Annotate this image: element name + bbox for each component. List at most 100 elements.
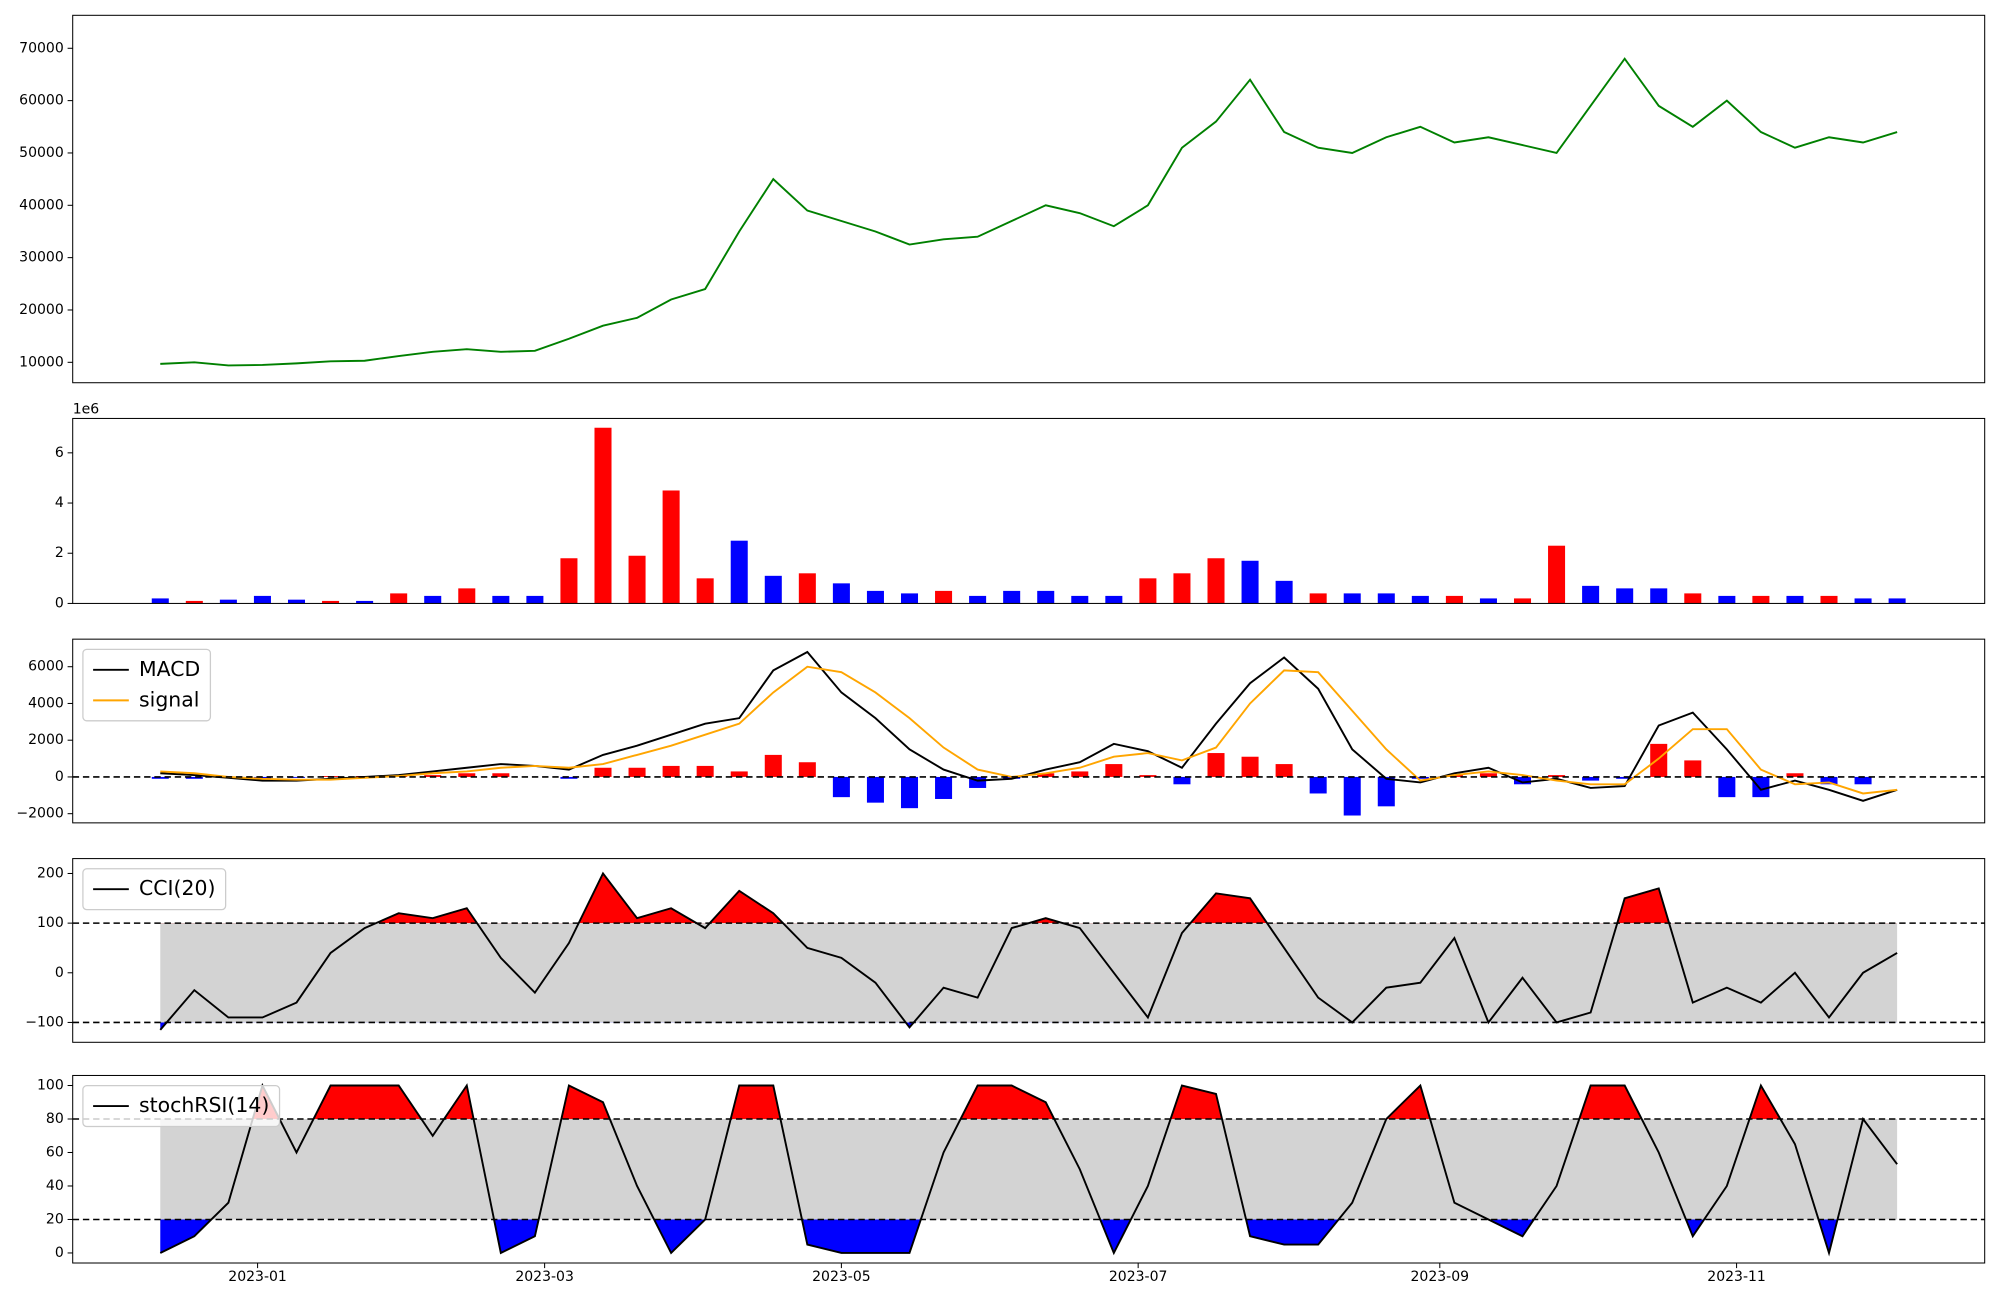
- y-tick-label: 60: [46, 1144, 64, 1160]
- volume-bar: [356, 600, 374, 604]
- histogram-bar: [696, 765, 714, 777]
- histogram-bar: [594, 767, 612, 777]
- histogram-bar: [492, 773, 510, 777]
- volume-bar: [1105, 595, 1123, 604]
- volume-bar: [390, 593, 408, 604]
- volume-bar: [798, 573, 816, 604]
- histogram-bar: [764, 754, 782, 777]
- axes-frame: [72, 638, 1986, 824]
- volume-bar: [1820, 595, 1838, 604]
- histogram-bar: [1309, 776, 1327, 794]
- histogram-bar: [151, 776, 169, 779]
- histogram-bar: [1207, 753, 1225, 777]
- histogram-bar: [1479, 773, 1497, 777]
- y-tick-label: 80: [46, 1111, 64, 1127]
- x-tick-label: 2023-01: [228, 1269, 287, 1285]
- y-tick-label: 4000: [28, 695, 64, 711]
- histogram-bar: [832, 776, 850, 798]
- histogram-bar: [1854, 776, 1872, 785]
- y-tick-label: 0: [55, 595, 64, 611]
- y-tick-label: 40000: [19, 197, 64, 213]
- axes-frame: [72, 1074, 1986, 1264]
- volume-bar: [730, 540, 748, 604]
- volume-bar: [560, 558, 578, 604]
- volume-bar: [458, 588, 476, 604]
- y-tick-label: 100: [37, 1078, 64, 1094]
- volume-bar: [1548, 545, 1566, 604]
- volume-bar: [1582, 585, 1600, 604]
- histogram-bar: [1752, 776, 1770, 798]
- x-tick-label: 2023-11: [1707, 1269, 1766, 1285]
- volume-bar: [1173, 573, 1191, 604]
- volume-bar: [219, 599, 237, 604]
- series-line: [160, 57, 1898, 367]
- histogram-bar: [1173, 776, 1191, 785]
- histogram-bar: [1105, 764, 1123, 777]
- volume-bar: [1684, 593, 1702, 604]
- volume-bar: [1888, 598, 1906, 604]
- y-tick-label: −100: [25, 1014, 63, 1030]
- volume-bar: [1718, 595, 1736, 604]
- y-tick-label: 60000: [19, 93, 64, 109]
- histogram-bar: [935, 776, 953, 799]
- volume-bar: [1479, 598, 1497, 604]
- y-tick-label: 2: [55, 545, 64, 561]
- volume-bar: [1854, 598, 1872, 604]
- histogram-bar: [287, 776, 306, 778]
- upper-fill: [160, 1085, 1898, 1120]
- histogram-bar: [866, 776, 884, 803]
- volume-bar: [1650, 588, 1668, 604]
- y-tick-label: 40: [46, 1178, 64, 1194]
- x-tick-label: 2023-07: [1109, 1269, 1168, 1285]
- lower-fill: [160, 1219, 1898, 1253]
- volume-bar: [1786, 595, 1804, 604]
- volume-bar: [185, 600, 203, 604]
- panel: −100 0 100 200: [25, 858, 1986, 1043]
- histogram-bar: [1718, 776, 1736, 798]
- histogram-bar: [424, 775, 442, 777]
- x-tick-label: 2023-09: [1411, 1269, 1470, 1285]
- y-tick-label: −2000: [16, 806, 63, 822]
- panel: −2000 0 2000 4000 6000: [16, 638, 1986, 824]
- histogram-bar: [1548, 775, 1566, 777]
- y-tick-label: 200: [37, 865, 64, 881]
- x-tick-label: 2023-05: [812, 1269, 871, 1285]
- histogram-bar: [458, 773, 476, 777]
- volume-bar: [628, 555, 646, 604]
- histogram-bar: [1343, 776, 1361, 816]
- volume-bar: [1207, 558, 1225, 604]
- volume-bar: [900, 593, 919, 604]
- legend-label: signal: [139, 687, 199, 711]
- volume-bar: [1071, 595, 1089, 604]
- volume-bar: [1445, 595, 1463, 604]
- legend: stochRSI(14): [82, 1085, 281, 1128]
- histogram-bar: [1786, 773, 1804, 777]
- histogram-bar: [1582, 776, 1600, 781]
- volume-bar: [935, 590, 953, 604]
- volume-bar: [832, 583, 850, 604]
- histogram-bar: [900, 776, 919, 809]
- volume-bar: [1309, 593, 1327, 604]
- legend: MACD signal: [82, 648, 212, 722]
- band-fill: [160, 1119, 1898, 1220]
- volume-bar: [969, 595, 987, 604]
- volume-bar: [1275, 580, 1293, 604]
- y-tick-label: 6000: [28, 659, 64, 675]
- axes-frame: [72, 14, 1986, 384]
- volume-bar: [1377, 593, 1395, 604]
- histogram-bar: [1275, 764, 1293, 777]
- series-line: [160, 665, 1898, 795]
- volume-bar: [492, 595, 510, 604]
- volume-bar: [1616, 588, 1634, 604]
- histogram-bar: [1616, 776, 1634, 779]
- y-tick-label: 2000: [28, 732, 64, 748]
- y-tick-label: 4: [55, 495, 64, 511]
- axes-frame: [72, 858, 1986, 1043]
- y-tick-label: 0: [55, 1245, 64, 1261]
- y-tick-label: 30000: [19, 250, 64, 266]
- volume-bar: [151, 598, 169, 604]
- histogram-bar: [969, 776, 987, 788]
